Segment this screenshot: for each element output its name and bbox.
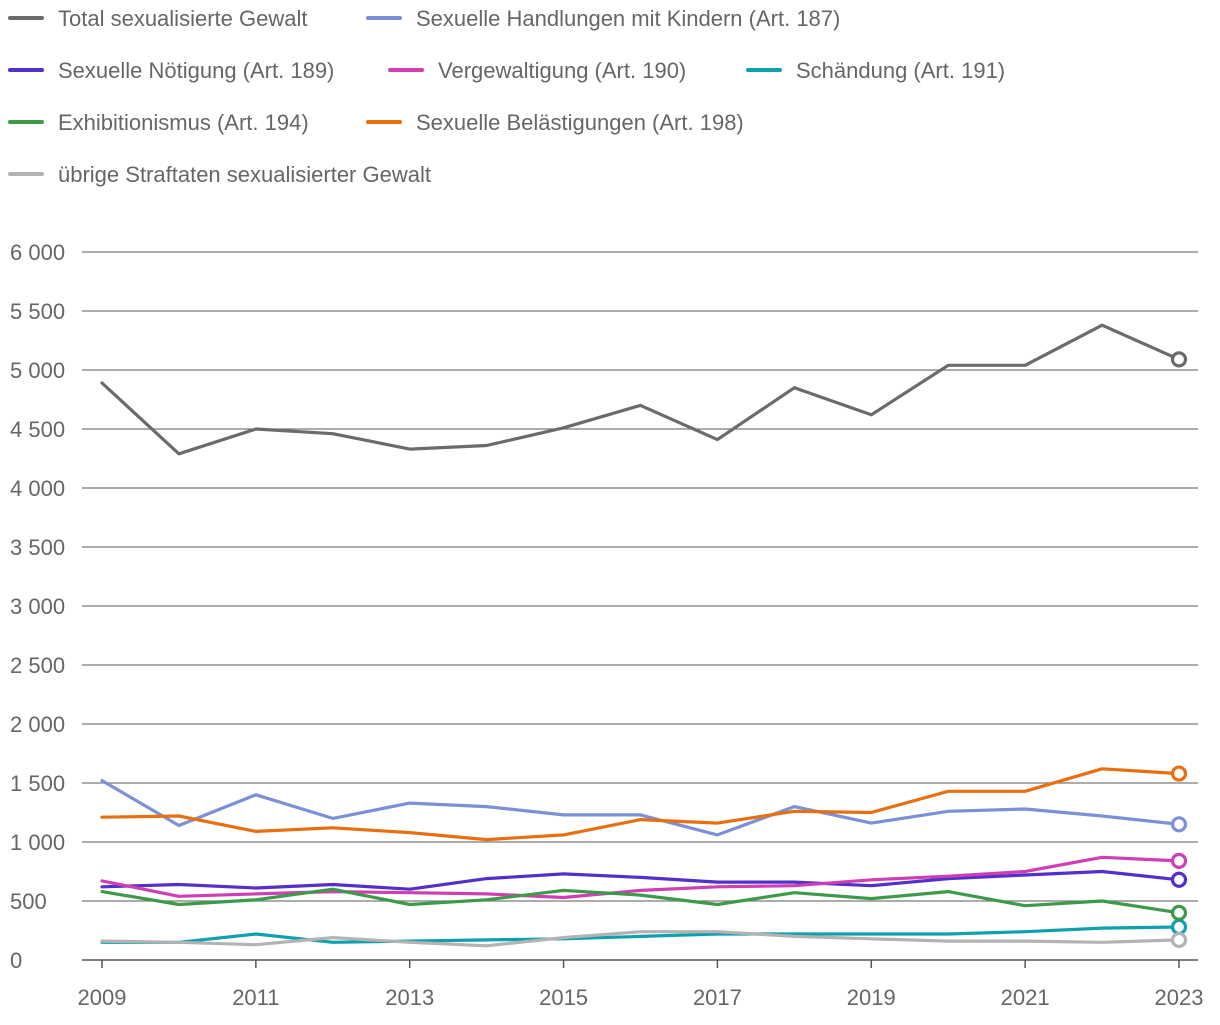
series-line[interactable] xyxy=(100,323,1181,456)
legend-item[interactable]: Sexuelle Handlungen mit Kindern (Art. 18… xyxy=(366,6,840,31)
y-tick-label: 6 000 xyxy=(10,240,65,265)
grid-lines xyxy=(82,251,1198,961)
legend-item[interactable]: Vergewaltigung (Art. 190) xyxy=(388,58,686,83)
y-tick-label: 4 000 xyxy=(10,476,65,501)
y-tick-label: 1 000 xyxy=(10,830,65,855)
legend-label: Total sexualisierte Gewalt xyxy=(58,6,307,31)
series-line[interactable] xyxy=(100,767,1181,842)
x-tick-label: 2023 xyxy=(1155,985,1204,1010)
legend-item[interactable]: übrige Straftaten sexualisierter Gewalt xyxy=(8,162,431,187)
legend-label: Vergewaltigung (Art. 190) xyxy=(438,58,686,83)
y-axis: 0 500 1 000 1 500 2 000 2 500 3 000 3 500 4 000 4… xyxy=(10,240,65,973)
y-tick-label: 0 xyxy=(10,948,22,973)
legend-label: Sexuelle Handlungen mit Kindern (Art. 18… xyxy=(416,6,840,31)
y-tick-label: 5 000 xyxy=(10,358,65,383)
legend-label: übrige Straftaten sexualisierter Gewalt xyxy=(58,162,431,187)
end-point-marker[interactable] xyxy=(1170,852,1188,869)
legend-item[interactable]: Schändung (Art. 191) xyxy=(746,58,1005,83)
x-tick-label: 2009 xyxy=(78,985,127,1010)
legend-label: Schändung (Art. 191) xyxy=(796,58,1005,83)
y-tick-label: 4 500 xyxy=(10,417,65,442)
end-point-marker[interactable] xyxy=(1170,871,1188,888)
legend-item[interactable]: Exhibitionismus (Art. 194) xyxy=(8,110,309,135)
x-tick-label: 2015 xyxy=(539,985,588,1010)
x-tick-label: 2011 xyxy=(232,985,279,1010)
x-tick-label: 2019 xyxy=(847,985,896,1010)
end-point-marker[interactable] xyxy=(1170,904,1188,921)
legend: Total sexualisierte Gewalt Sexuelle Handl… xyxy=(8,6,1005,187)
x-tick-label: 2013 xyxy=(385,985,434,1010)
legend-label: Sexuelle Belästigungen (Art. 198) xyxy=(416,110,744,135)
series-lines xyxy=(100,323,1181,948)
end-point-marker[interactable] xyxy=(1170,918,1188,936)
end-point-marker[interactable] xyxy=(1170,931,1188,949)
y-tick-label: 2 500 xyxy=(10,653,65,678)
series-line[interactable] xyxy=(100,925,1181,944)
y-tick-label: 500 xyxy=(10,889,47,914)
end-point-marker[interactable] xyxy=(1170,765,1188,782)
y-tick-label: 5 500 xyxy=(10,299,65,324)
end-point-marker[interactable] xyxy=(1170,816,1188,833)
end-markers xyxy=(1170,351,1188,949)
x-tick-label: 2021 xyxy=(1001,985,1050,1010)
end-point-marker[interactable] xyxy=(1170,351,1188,368)
series-line[interactable] xyxy=(100,778,1181,837)
x-axis: 2009 2011 2013 2015 2017 2019 2021 2023 xyxy=(78,960,1204,1010)
series-line[interactable] xyxy=(100,869,1181,891)
series-line[interactable] xyxy=(100,887,1181,915)
y-tick-label: 3 000 xyxy=(10,594,65,619)
y-tick-label: 3 500 xyxy=(10,535,65,560)
series-line[interactable] xyxy=(100,930,1181,948)
y-tick-label: 1 500 xyxy=(10,771,65,796)
legend-item[interactable]: Sexuelle Belästigungen (Art. 198) xyxy=(366,110,744,135)
legend-item[interactable]: Sexuelle Nötigung (Art. 189) xyxy=(8,58,334,83)
legend-label: Exhibitionismus (Art. 194) xyxy=(58,110,309,135)
y-tick-label: 2 000 xyxy=(10,712,65,737)
legend-label: Sexuelle Nötigung (Art. 189) xyxy=(58,58,334,83)
legend-item[interactable]: Total sexualisierte Gewalt xyxy=(8,6,307,31)
series-line[interactable] xyxy=(100,855,1181,900)
x-tick-label: 2017 xyxy=(693,985,742,1010)
